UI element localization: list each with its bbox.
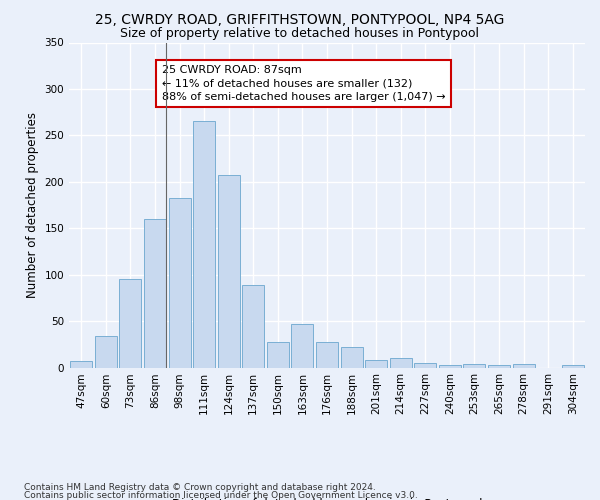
- Bar: [365, 360, 387, 368]
- X-axis label: Distribution of detached houses by size in Pontypool: Distribution of detached houses by size …: [172, 498, 482, 500]
- Bar: [95, 336, 117, 368]
- Text: 25 CWRDY ROAD: 87sqm
← 11% of detached houses are smaller (132)
88% of semi-deta: 25 CWRDY ROAD: 87sqm ← 11% of detached h…: [162, 65, 446, 102]
- Bar: [242, 285, 265, 368]
- Bar: [341, 347, 362, 368]
- Bar: [512, 364, 535, 368]
- Bar: [316, 342, 338, 367]
- Bar: [414, 363, 436, 368]
- Text: Size of property relative to detached houses in Pontypool: Size of property relative to detached ho…: [121, 28, 479, 40]
- Bar: [218, 176, 240, 368]
- Bar: [463, 364, 485, 368]
- Bar: [439, 364, 461, 368]
- Text: Contains public sector information licensed under the Open Government Licence v3: Contains public sector information licen…: [24, 491, 418, 500]
- Y-axis label: Number of detached properties: Number of detached properties: [26, 112, 39, 298]
- Bar: [70, 361, 92, 368]
- Bar: [488, 364, 510, 368]
- Bar: [562, 364, 584, 368]
- Bar: [193, 122, 215, 368]
- Bar: [144, 219, 166, 368]
- Bar: [292, 324, 313, 368]
- Bar: [119, 280, 142, 368]
- Bar: [267, 342, 289, 367]
- Text: 25, CWRDY ROAD, GRIFFITHSTOWN, PONTYPOOL, NP4 5AG: 25, CWRDY ROAD, GRIFFITHSTOWN, PONTYPOOL…: [95, 12, 505, 26]
- Bar: [169, 198, 191, 368]
- Text: Contains HM Land Registry data © Crown copyright and database right 2024.: Contains HM Land Registry data © Crown c…: [24, 482, 376, 492]
- Bar: [389, 358, 412, 368]
